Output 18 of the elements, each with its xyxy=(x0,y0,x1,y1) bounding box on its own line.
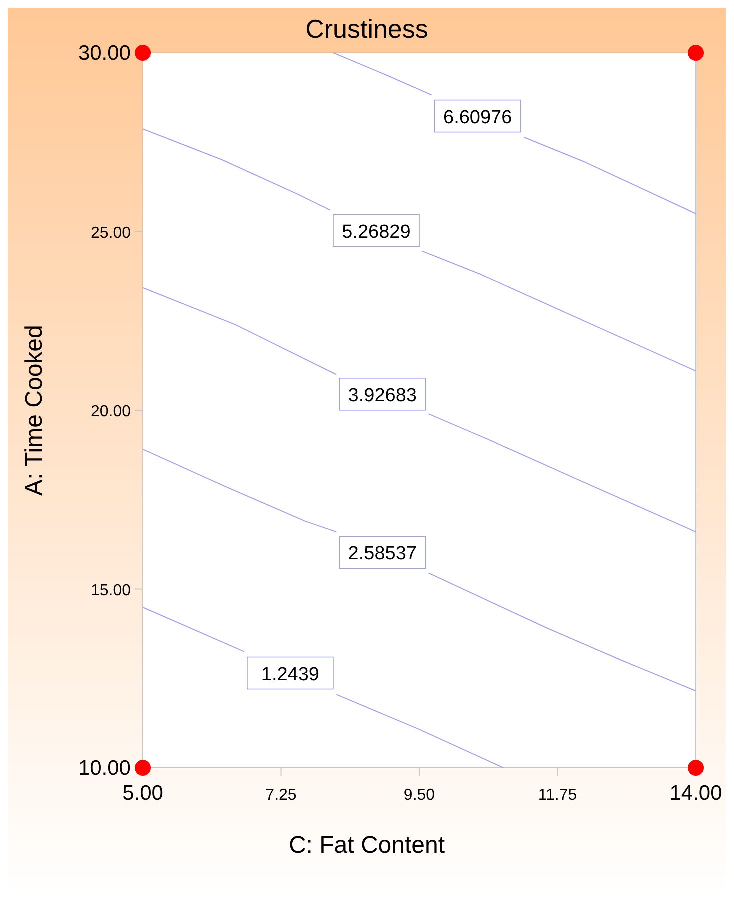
series-label: 1.2439 xyxy=(261,664,320,686)
x-tick-label: 7.25 xyxy=(266,787,297,804)
y-tick-label: 20.00 xyxy=(90,404,132,420)
x-tick-label: 5.00 xyxy=(122,782,164,805)
series-label: 5.26829 xyxy=(342,222,411,243)
series-label: 3.92683 xyxy=(348,385,417,406)
x-tick-label: 14.00 xyxy=(670,782,722,805)
y-tick-label: 10.00 xyxy=(78,757,131,780)
x-axis-title: C: Fat Content xyxy=(288,832,446,859)
series-label: 6.60976 xyxy=(444,107,512,128)
y-tick-label: 30.00 xyxy=(78,42,131,65)
x-tick-label: 9.50 xyxy=(404,787,436,804)
y-tick-label: 25.00 xyxy=(90,224,132,242)
y-axis-title: A: Time Cooked xyxy=(21,325,48,496)
y-tick-label: 15.00 xyxy=(90,582,132,600)
x-tick-label: 11.75 xyxy=(538,787,578,804)
chart-title: Crustiness xyxy=(306,14,428,44)
series-label: 2.58537 xyxy=(348,544,417,565)
